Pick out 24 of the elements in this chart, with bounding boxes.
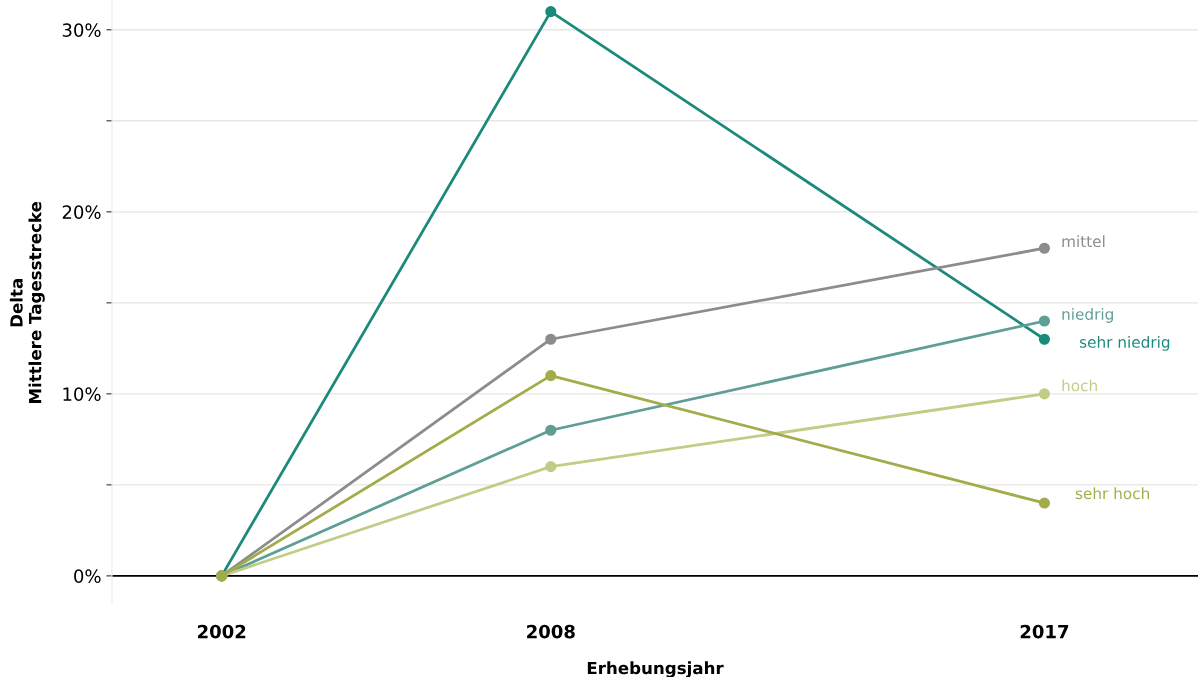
point <box>545 370 557 382</box>
x-tick-label: 2008 <box>527 624 575 639</box>
point <box>1038 497 1050 509</box>
y-tick-label: 0% <box>74 569 101 583</box>
series-label: mittel <box>1062 235 1105 248</box>
text: sehr niedrig <box>1079 336 1170 351</box>
point <box>545 6 557 18</box>
series-label: niedrig <box>1062 308 1113 323</box>
series-label: hoch <box>1062 379 1097 392</box>
point <box>545 424 557 436</box>
x-tick-label: 2017 <box>1020 624 1069 639</box>
y-tick-label: 10% <box>63 387 101 401</box>
point <box>545 461 557 473</box>
y-axis-title: Delta Mittlere Tagesstrecke <box>9 201 45 404</box>
series-label: sehr hoch <box>1075 487 1149 500</box>
point <box>1038 242 1050 254</box>
y-tick-label: 30% <box>62 23 101 37</box>
y-tick-label: 20% <box>62 205 101 219</box>
point <box>1038 315 1050 327</box>
x-tick-label: 2002 <box>198 624 246 639</box>
point <box>545 333 557 345</box>
point <box>1038 333 1050 345</box>
point <box>1038 388 1050 400</box>
x-axis-title: Erhebungsjahr <box>587 661 724 677</box>
